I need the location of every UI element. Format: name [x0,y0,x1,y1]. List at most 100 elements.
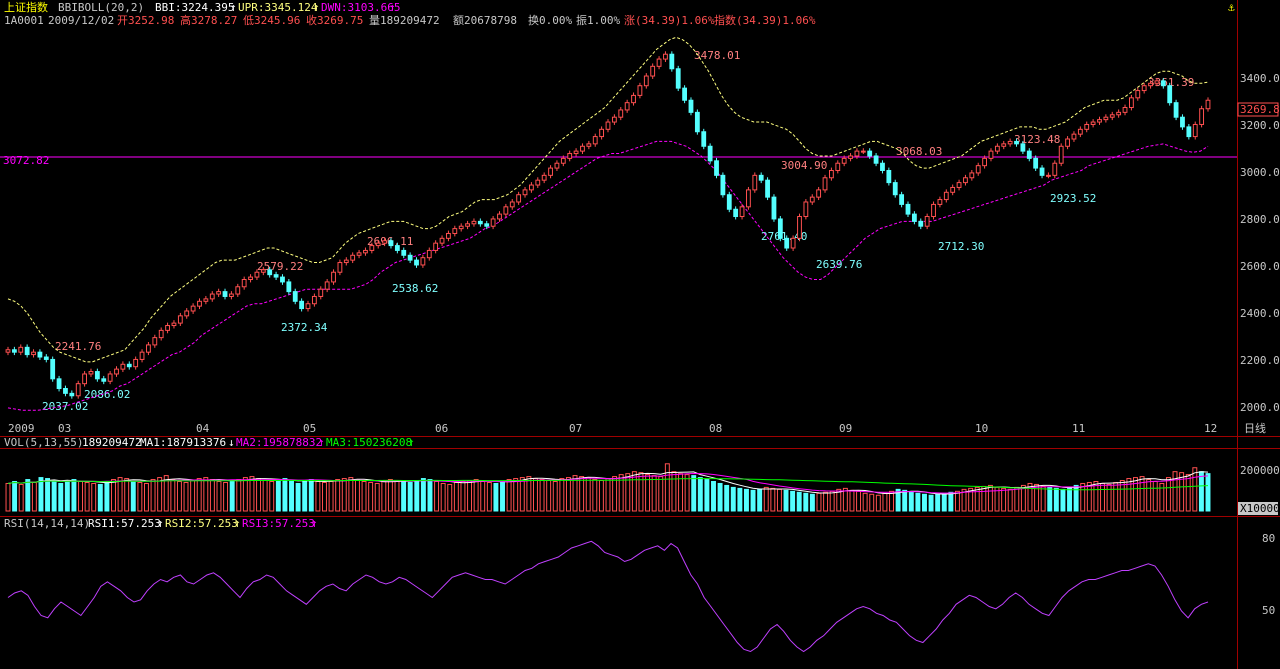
vol-ma3-arrow: ↑ [408,436,415,449]
volume-bar [882,492,888,512]
candle-body [292,291,298,302]
candle-body [816,189,822,198]
info-open: 开3252.98 [117,14,174,27]
volume-bar [533,478,538,512]
candle-body [337,262,343,273]
volume-bar [374,482,380,512]
candle-body [280,276,285,283]
bbi-value: BBI:3224.395 [155,1,234,14]
annotation-label: 2241.76 [55,340,101,353]
volume-bar [968,487,974,512]
volume-bar [638,472,644,512]
candle-body [139,351,145,360]
annotation-label: 2639.76 [816,258,862,271]
volume-bar [618,474,624,512]
candle-body [548,167,553,176]
volume-bar [631,471,637,512]
info-change: 涨(34.39)1.06% [624,14,715,27]
candle-body [426,249,432,259]
volume-bar [269,481,275,512]
vol-ma1-arrow: ↓ [228,436,235,449]
candle-body [363,249,368,254]
candle-body [69,392,75,397]
volume-bar [394,480,400,512]
annotation-label: 3004.90 [781,159,827,172]
volume-bar [658,476,664,512]
rsi-title: RSI(14,14,14) [4,517,90,530]
volume-bar [38,477,44,512]
volume-bar [328,481,334,512]
boll-lower-band [7,140,1209,411]
volume-bar [361,481,367,512]
candle-body [126,363,132,368]
annotation-label: 2923.52 [1050,192,1096,205]
volume-bar [598,480,604,512]
candle-body [765,179,770,198]
volume-bar [1080,482,1086,512]
volume-bar [816,492,822,512]
period-label[interactable]: 日线 [1244,421,1266,435]
volume-plot [5,463,1211,512]
candle-body [407,254,413,261]
upr-value: UPR:3345.124 [238,1,318,14]
volume-bar [546,480,552,512]
last-price-box [1237,102,1279,117]
candle-body [75,383,81,397]
candle-body [873,155,879,164]
volume-bar [842,487,848,512]
volume-bar [928,494,934,512]
candle-body [886,169,892,184]
dwn-arrow: ↑ [389,1,396,14]
volume-bar [1185,474,1191,512]
candle-body [663,53,668,60]
x-tick: 07 [569,422,582,435]
candle-body [311,295,317,305]
candle-body [273,274,279,278]
candle-body [324,281,330,290]
candle-body [771,196,777,220]
volume-bar [420,478,426,512]
candle-body [241,279,247,288]
volume-bar [209,479,215,512]
volume-bar [1113,481,1119,512]
volume-bar [836,488,842,512]
indicator-name: BBIBOLL(20,2) [58,1,144,14]
rsi-tick: 50 [1262,604,1275,617]
volume-bar [31,481,37,512]
annotation-label: 3123.48 [1014,133,1060,146]
anchor-icon[interactable]: ⚓ [1227,1,1235,14]
price-tick: 2200.0 [1240,354,1280,367]
volume-bar [697,477,703,512]
candle-body [509,201,515,208]
candle-body [184,310,190,317]
rsi2-arrow: ↑ [234,517,241,530]
annotation-label: 2372.34 [281,321,328,334]
volume-bar [763,486,769,512]
x-tick: 11 [1072,422,1085,435]
volume-bar [1205,473,1211,512]
volume-bar [51,481,57,512]
candle-body [356,252,362,256]
reference-line-label: 3072.82 [3,154,49,167]
candle-body [624,102,630,111]
candle-body [1090,121,1096,125]
candle-body [752,174,758,191]
volume-bar [104,481,110,512]
price-tick: 3400.0 [1240,72,1280,85]
candle-body [5,349,11,353]
volume-bar [111,479,116,512]
volume-bar [651,475,657,512]
vol-tick: 200000 [1240,464,1280,477]
candle-body [835,162,841,171]
candle-body [465,223,470,227]
candle-body [1167,85,1173,104]
candle-body [516,194,522,203]
candle-body [1160,80,1166,87]
candle-body [171,322,177,327]
candle-body [114,368,119,375]
annotation-label: 3361.39 [1148,76,1194,89]
candle-body [746,189,751,208]
volume-bar [1086,481,1092,512]
candle-body [867,150,873,157]
candle-body [726,194,732,210]
